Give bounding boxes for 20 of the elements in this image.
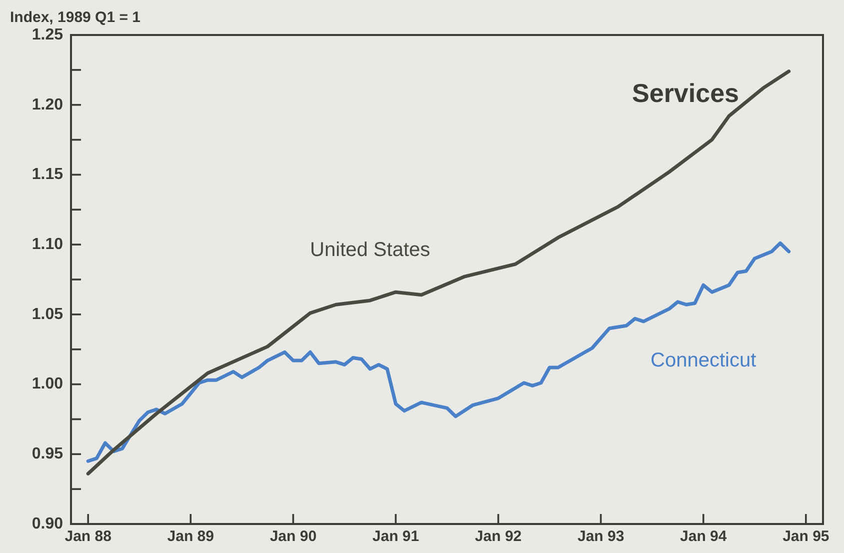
x-tick-label: Jan 92 xyxy=(474,528,522,546)
series-label: United States xyxy=(310,238,430,261)
y-tick-label: 1.20 xyxy=(32,96,64,114)
x-tick-label: Jan 91 xyxy=(372,528,420,546)
y-tick-label: 1.10 xyxy=(32,236,64,253)
y-tick-label: 0.90 xyxy=(32,515,64,532)
x-tick-label: Jan 95 xyxy=(782,528,830,546)
x-tick-label: Jan 88 xyxy=(64,528,112,546)
text: Services xyxy=(632,78,739,108)
y-axis-title: Index, 1989 Q1 = 1 xyxy=(10,9,140,26)
y-tick-label: 1.15 xyxy=(32,166,64,184)
y-tick-label: 1.25 xyxy=(32,26,64,44)
series-label: Connecticut xyxy=(650,350,757,372)
y-tick-label: 0.95 xyxy=(32,446,64,463)
x-tick-label: Jan 90 xyxy=(270,528,317,546)
x-tick-label: Jan 94 xyxy=(680,528,728,546)
y-tick-label: 1.05 xyxy=(32,306,64,323)
y-tick-label: 1.00 xyxy=(32,376,64,393)
x-tick-label: Jan 89 xyxy=(167,528,214,546)
x-tick-label: Jan 93 xyxy=(577,528,624,546)
